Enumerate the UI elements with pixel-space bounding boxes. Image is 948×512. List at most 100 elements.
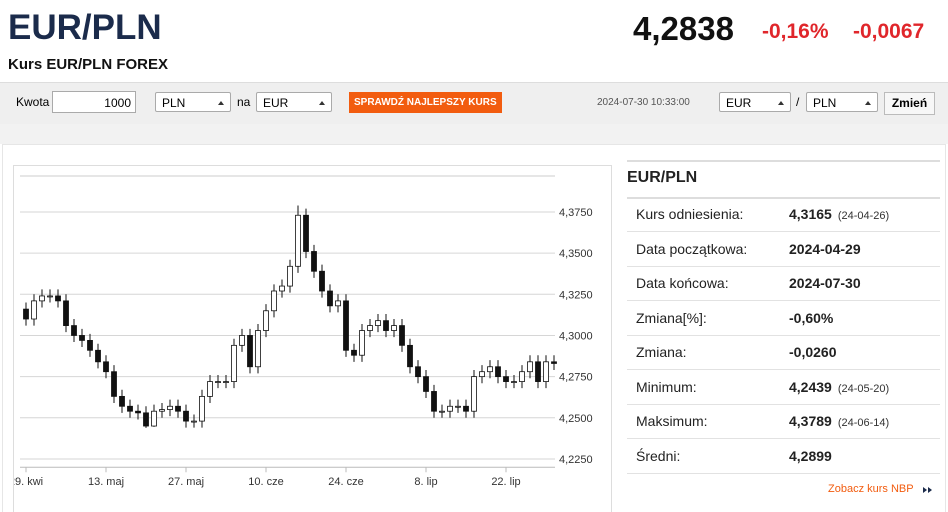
stats-label: Minimum:: [636, 378, 697, 395]
link-arrows: [923, 487, 932, 493]
candle-body: [247, 335, 253, 368]
panel: [2, 144, 946, 512]
candle-body: [303, 214, 309, 252]
candle-body: [151, 410, 157, 427]
stats-row: Maksimum: 4,3789 (24-06-14): [627, 404, 940, 439]
subtitle: Kurs EUR/PLN FOREX: [8, 56, 169, 73]
candle-body: [295, 214, 301, 267]
candle-body: [55, 295, 61, 302]
stats-row: Data początkowa: 2024-04-29: [627, 232, 940, 267]
candle-body: [551, 361, 557, 364]
candle-body: [127, 405, 133, 412]
to-select[interactable]: EUR: [256, 92, 332, 112]
base-select[interactable]: EUR: [719, 92, 791, 112]
candle-body: [71, 325, 77, 336]
candle-body: [367, 325, 373, 331]
candle-body: [383, 320, 389, 331]
y-tick-label: 4,3750: [559, 207, 593, 219]
price: 4,2838: [633, 10, 734, 47]
stats-value: -0,0260: [789, 344, 836, 360]
value-text: 4,3165: [789, 206, 832, 222]
candle-body: [191, 420, 197, 423]
x-tick-label: 8. lip: [414, 476, 437, 488]
candle-body: [79, 335, 85, 341]
candle-body: [495, 366, 501, 378]
stats-value: 4,2439 (24-05-20): [789, 379, 889, 395]
candle-body: [455, 405, 461, 408]
stats-label: Zmiana:: [636, 344, 687, 360]
value-text: -0,60%: [789, 309, 834, 326]
candle-body: [439, 410, 445, 413]
stats-label: Data końcowa:: [636, 275, 729, 291]
x-tick-label: 29. kwi: [14, 476, 43, 488]
change-button[interactable]: Zmień: [884, 92, 935, 115]
candle-body: [199, 395, 205, 422]
stats-row: Średni: 4,2899: [627, 439, 940, 474]
stats-value: 2024-04-29: [789, 241, 861, 257]
candle-body: [431, 391, 437, 412]
candle-body: [407, 344, 413, 368]
stats-value: -0,60%: [789, 310, 833, 326]
candle-body: [327, 290, 333, 307]
x-tick-label: 10. cze: [248, 476, 283, 488]
value-text: 4,3789: [789, 413, 832, 429]
value-text: 2024-04-29: [789, 240, 861, 257]
from-select[interactable]: PLN: [155, 92, 231, 112]
stats-label: Data początkowa:: [636, 240, 748, 257]
stats-date: (24-04-26): [837, 210, 890, 222]
candle-body: [175, 405, 181, 412]
candle-body: [95, 349, 101, 363]
candle-body: [111, 371, 117, 397]
stats-row: Zmiana[%]: -0,60%: [627, 301, 940, 336]
stats-value: 4,3789 (24-06-14): [789, 413, 889, 429]
amount-input[interactable]: 1000: [52, 91, 136, 113]
stats-row: Zmiana: -0,0260: [627, 335, 940, 370]
y-tick-label: 4,3500: [559, 248, 593, 260]
candle-body: [143, 412, 149, 427]
candle-body: [119, 395, 125, 407]
value-text: -0,0260: [789, 344, 837, 360]
change: -0,0067: [853, 20, 925, 43]
candle-body: [415, 366, 421, 378]
stats-row: Kurs odniesienia: 4,3165 (24-04-26): [627, 197, 940, 232]
stats-header: [627, 160, 940, 199]
y-tick-label: 4,2500: [559, 413, 593, 425]
candle-body: [351, 349, 357, 356]
candle-body: [391, 325, 397, 331]
candle-body: [263, 310, 269, 331]
candle-body: [271, 290, 277, 312]
stats-row: Data końcowa: 2024-07-30: [627, 266, 940, 301]
amount-label: Kwota: [16, 95, 50, 109]
candle-body: [343, 300, 349, 351]
candle-body: [319, 270, 325, 292]
nbp-link[interactable]: Zobacz kurs NBP: [828, 483, 914, 495]
candle-body: [543, 361, 549, 382]
timestamp: 2024-07-30 10:33:00: [597, 97, 690, 108]
candle-body: [519, 371, 525, 382]
x-tick-label: 22. lip: [491, 476, 520, 488]
stats-date: (24-06-14): [837, 417, 890, 429]
candle-body: [423, 376, 429, 392]
candle-body: [255, 330, 261, 368]
y-tick-label: 4,3000: [559, 330, 593, 342]
candle-body: [63, 300, 69, 326]
candle-body: [231, 344, 237, 382]
candle-body: [447, 405, 453, 412]
candle-body: [135, 410, 141, 414]
stats-label: Kurs odniesienia:: [636, 206, 744, 222]
candle-body: [399, 325, 405, 346]
y-tick-label: 4,2250: [559, 454, 593, 466]
best-rate-button[interactable]: SPRAWDŹ NAJLEPSZY KURS: [349, 92, 502, 113]
x-tick-label: 13. maj: [88, 476, 124, 488]
candle-body: [23, 308, 29, 320]
quote-select[interactable]: PLN: [806, 92, 878, 112]
candle-body: [279, 285, 285, 292]
candle-body: [487, 366, 493, 373]
candle-body: [375, 320, 381, 326]
chart-box: 4,2250 4,2500 4,2750 4,3000 4,3250 4,3500 4,37…: [13, 165, 612, 512]
title: EUR/PLN: [8, 8, 162, 47]
spacer: [0, 124, 948, 144]
pair-separator: /: [796, 95, 800, 109]
candle-body: [503, 376, 509, 382]
candle-body: [167, 405, 173, 410]
